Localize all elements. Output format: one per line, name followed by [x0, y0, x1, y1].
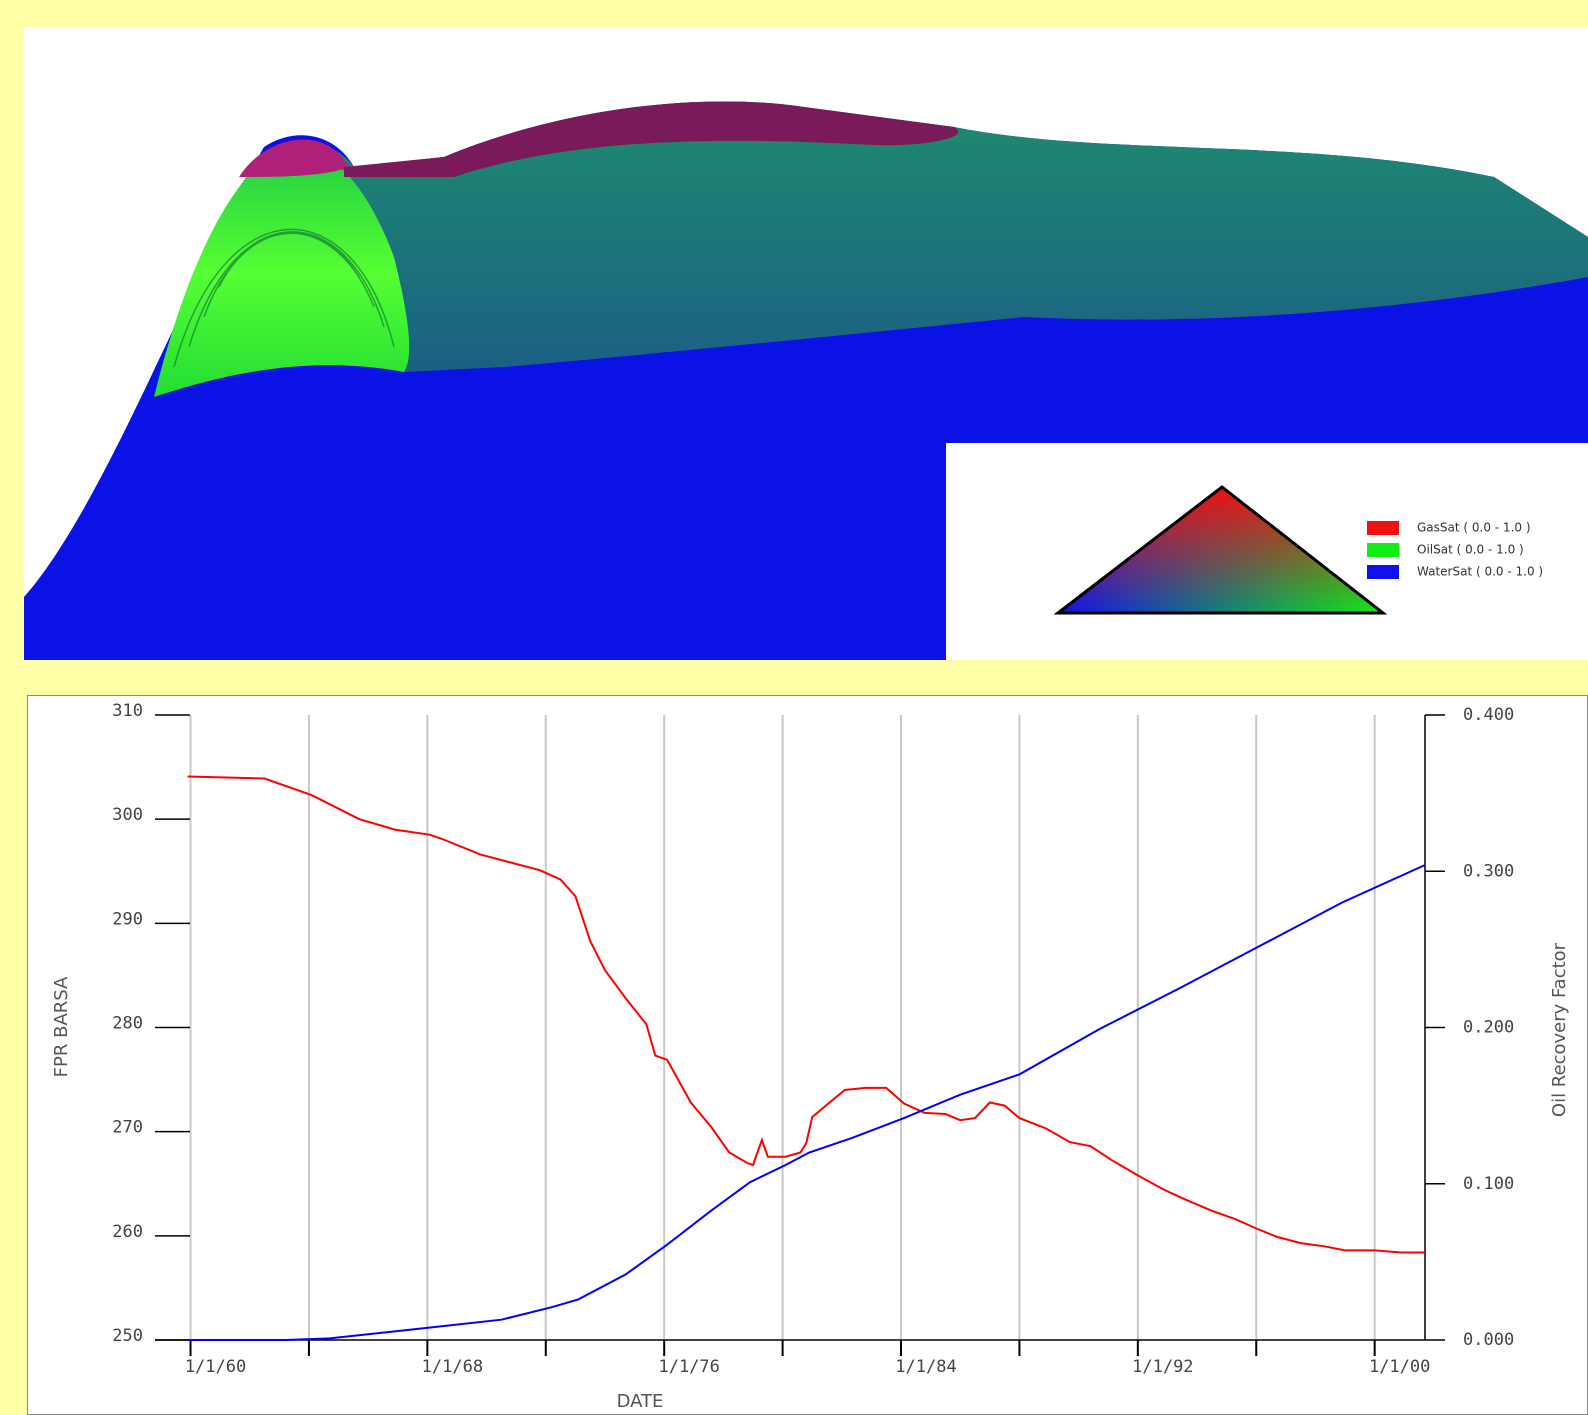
chart: DATE FPR BARSA Oil Recovery Factor 1/1/6…: [0, 0, 1588, 1415]
x-tick-label: 1/1/76: [658, 1357, 719, 1377]
x-tick-label: 1/1/00: [1369, 1357, 1430, 1377]
series-line: [188, 865, 1425, 1340]
y2-tick-label: 0.100: [1463, 1174, 1514, 1194]
y2-tick-label: 0.000: [1463, 1330, 1514, 1350]
y-tick-label: 250: [112, 1326, 143, 1346]
y2-axis-title: Oil Recovery Factor: [1549, 942, 1570, 1117]
y2-tick-label: 0.300: [1463, 861, 1514, 881]
y-tick-label: 290: [112, 909, 143, 929]
page: GasSat ( 0.0 - 1.0 )OilSat ( 0.0 - 1.0 )…: [0, 0, 1588, 1415]
y-tick-label: 280: [112, 1014, 143, 1034]
x-tick-label: 1/1/60: [185, 1357, 246, 1377]
x-tick-label: 1/1/84: [895, 1357, 956, 1377]
y-tick-label: 270: [112, 1118, 143, 1138]
y2-tick-label: 0.200: [1463, 1018, 1514, 1038]
series-line: [188, 777, 1425, 1253]
y-tick-label: 300: [112, 805, 143, 825]
y-axis-title: FPR BARSA: [51, 976, 72, 1077]
y2-tick-label: 0.400: [1463, 705, 1514, 725]
x-axis-title: DATE: [617, 1391, 664, 1412]
y-tick-label: 310: [112, 701, 143, 721]
x-tick-label: 1/1/68: [422, 1357, 483, 1377]
y-tick-label: 260: [112, 1222, 143, 1242]
x-tick-label: 1/1/92: [1132, 1357, 1193, 1377]
